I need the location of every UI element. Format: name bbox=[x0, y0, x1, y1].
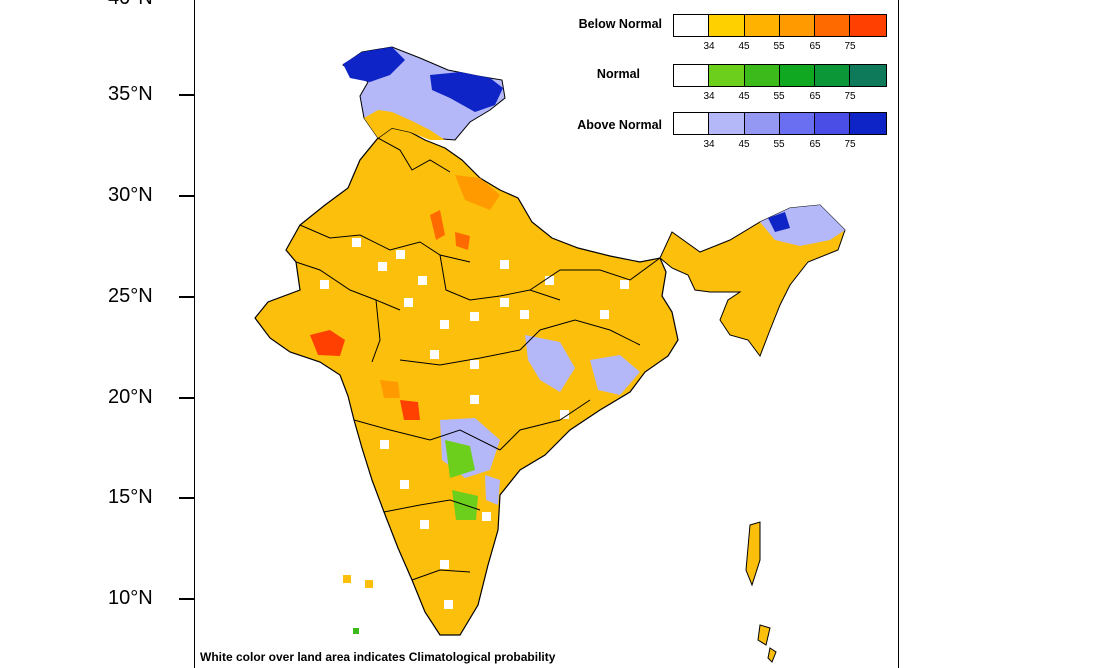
lat-label-25n: 25°N bbox=[108, 285, 153, 307]
legend-bar-below-normal bbox=[673, 14, 887, 37]
legend-swatch bbox=[815, 65, 851, 86]
lat-label-35n: 35°N bbox=[108, 83, 153, 105]
legend-tick: 75 bbox=[844, 91, 856, 102]
lat-tick-30n bbox=[179, 195, 194, 197]
legend-swatch bbox=[709, 113, 745, 134]
mainland-fill bbox=[254, 127, 679, 636]
legend-tick: 45 bbox=[738, 91, 750, 102]
legend-tick: 34 bbox=[703, 91, 715, 102]
footer-note: White color over land area indicates Cli… bbox=[200, 650, 556, 664]
legend-tick: 45 bbox=[738, 139, 750, 150]
lat-label-20n: 20°N bbox=[108, 386, 153, 408]
legend-bar-normal bbox=[673, 64, 887, 87]
lat-label-15n: 15°N bbox=[108, 486, 153, 508]
legend-swatch bbox=[674, 113, 710, 134]
legend-tick: 75 bbox=[844, 139, 856, 150]
lat-tick-20n bbox=[179, 397, 194, 399]
legend-swatch bbox=[744, 15, 780, 36]
legend-tick: 34 bbox=[703, 41, 715, 52]
north-lower-fill bbox=[364, 110, 445, 140]
legend-bar-above-normal bbox=[673, 112, 887, 135]
legend-tick: 55 bbox=[773, 41, 785, 52]
legend-swatch bbox=[850, 113, 886, 134]
lat-tick-15n bbox=[179, 497, 194, 499]
legend-swatch bbox=[779, 15, 816, 36]
lakshadweep-islands bbox=[343, 575, 373, 634]
lat-tick-10n bbox=[179, 598, 194, 600]
legend-title-below-normal: Below Normal bbox=[578, 17, 662, 31]
legend-swatch bbox=[815, 113, 851, 134]
climatology-cells bbox=[320, 238, 629, 609]
legend-swatch bbox=[779, 65, 816, 86]
lat-tick-35n bbox=[179, 94, 194, 96]
legend-tick: 45 bbox=[738, 41, 750, 52]
legend-tick: 65 bbox=[809, 91, 821, 102]
legend-swatch bbox=[744, 113, 780, 134]
legend-swatch bbox=[850, 15, 886, 36]
legend-tick: 55 bbox=[773, 91, 785, 102]
legend-swatch bbox=[779, 113, 816, 134]
lat-label-10n: 10°N bbox=[108, 587, 153, 609]
map-frame bbox=[194, 0, 899, 668]
legend-swatch bbox=[674, 65, 710, 86]
legend-title-normal: Normal bbox=[596, 67, 640, 81]
lat-label-30n: 30°N bbox=[108, 184, 153, 206]
legend-tick: 65 bbox=[809, 139, 821, 150]
legend-title-above-normal: Above Normal bbox=[577, 118, 662, 132]
legend-tick: 75 bbox=[844, 41, 856, 52]
north-deep-blue-east bbox=[430, 72, 503, 112]
legend-swatch bbox=[744, 65, 780, 86]
legend-swatch bbox=[709, 65, 745, 86]
legend-swatch bbox=[815, 15, 851, 36]
andaman-islands bbox=[745, 521, 777, 663]
north-deep-blue bbox=[343, 47, 405, 82]
legend-swatch bbox=[709, 15, 745, 36]
legend-tick: 55 bbox=[773, 139, 785, 150]
legend-swatch bbox=[674, 15, 710, 36]
legend-swatch bbox=[850, 65, 886, 86]
lat-label-40n: 40°N bbox=[108, 0, 153, 10]
state-boundaries bbox=[295, 137, 661, 581]
legend-tick: 34 bbox=[703, 139, 715, 150]
legend-tick: 65 bbox=[809, 41, 821, 52]
lat-tick-25n bbox=[179, 296, 194, 298]
northeast-deep-blue bbox=[768, 212, 790, 232]
